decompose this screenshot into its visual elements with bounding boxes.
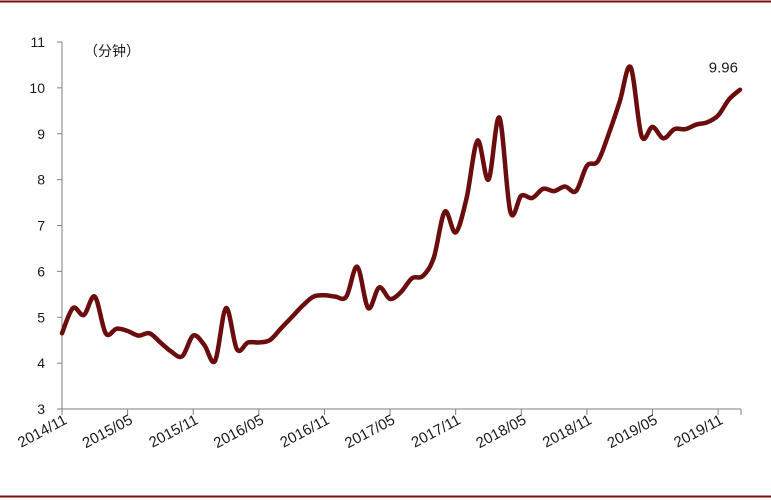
y-tick-label: 11 bbox=[30, 34, 45, 50]
y-tick-label: 3 bbox=[37, 401, 45, 417]
x-tick-label: 2019/11 bbox=[671, 412, 726, 452]
x-tick-label: 2014/11 bbox=[15, 412, 70, 452]
x-tick-label: 2016/05 bbox=[211, 412, 267, 452]
x-tick-label: 2018/11 bbox=[540, 412, 595, 452]
x-tick-labels: 2014/11 2015/05 2015/11 2016/05 2016/11 2017/… bbox=[15, 412, 726, 452]
x-tick-label: 2015/05 bbox=[80, 412, 136, 452]
y-tick-label: 5 bbox=[37, 309, 45, 325]
data-label: 9.96 bbox=[709, 60, 738, 77]
unit-label: （分钟） bbox=[84, 43, 140, 60]
x-tick-label: 2017/05 bbox=[342, 412, 398, 452]
x-tick-label: 2017/11 bbox=[409, 412, 464, 452]
series-line bbox=[59, 64, 743, 365]
x-tick-label: 2019/05 bbox=[605, 412, 661, 452]
y-tick-label: 10 bbox=[29, 80, 45, 96]
x-tick-label: 2016/11 bbox=[277, 412, 332, 452]
y-tick-label: 4 bbox=[37, 355, 45, 371]
y-tick-label: 9 bbox=[37, 126, 45, 142]
tick-marks bbox=[57, 41, 742, 415]
y-tick-label: 7 bbox=[37, 218, 45, 234]
y-tick-labels: 3 4 5 6 7 8 9 10 11 bbox=[29, 34, 45, 417]
axes bbox=[61, 42, 741, 410]
annotations: 9.96 bbox=[709, 60, 738, 77]
y-tick-label: 8 bbox=[37, 172, 45, 188]
x-tick-label: 2018/05 bbox=[473, 412, 529, 452]
y-tick-label: 6 bbox=[37, 263, 45, 279]
series-layer bbox=[59, 64, 743, 365]
x-tick-label: 2015/11 bbox=[146, 412, 201, 452]
